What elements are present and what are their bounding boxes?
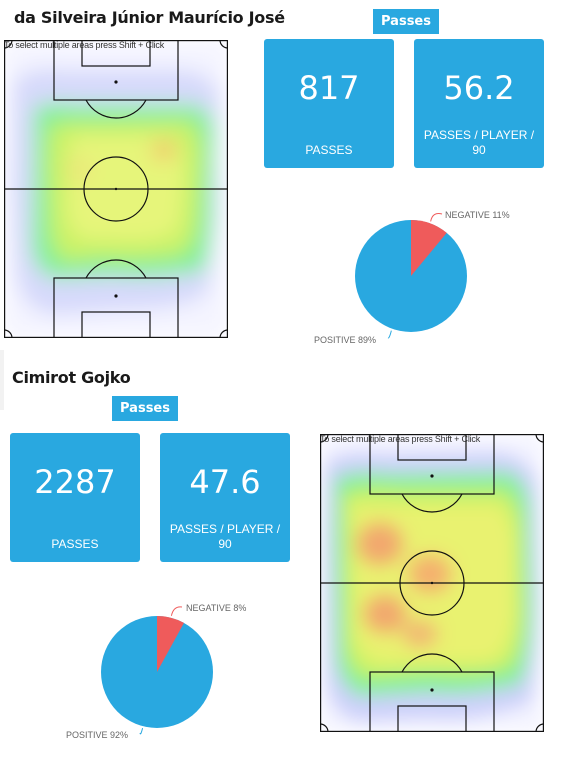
heatmap-pitch[interactable]: To select multiple areas press Shift + C… <box>320 434 544 732</box>
pitch-selection-hint: To select multiple areas press Shift + C… <box>320 434 481 444</box>
passes-label: PASSES <box>305 143 353 157</box>
passes-per-player-card: 47.6 PASSES / PLAYER / 90 <box>160 433 290 562</box>
pie-negative-label: NEGATIVE 11% <box>445 210 510 220</box>
passes-per-player-value: 47.6 <box>189 463 261 501</box>
pie-svg <box>355 213 467 339</box>
passes-card: 2287 PASSES <box>10 433 140 562</box>
pass-outcome-pie[interactable]: NEGATIVE 8% POSITIVE 92% <box>46 596 286 746</box>
player-name: da Silveira Júnior Maurício José <box>14 8 285 27</box>
heatmap-svg <box>320 434 544 732</box>
pie-leader-negative <box>170 606 183 616</box>
passes-value: 817 <box>298 69 360 107</box>
passes-per-player-label: PASSES / PLAYER / 90 <box>423 128 535 157</box>
pie-svg <box>101 606 213 735</box>
player-name: Cimirot Gojko <box>12 368 131 387</box>
passes-value: 2287 <box>34 463 116 501</box>
pie-positive-label: POSITIVE 89% <box>314 335 377 345</box>
section-badge-passes: Passes <box>373 9 439 34</box>
passes-per-player-card: 56.2 PASSES / PLAYER / 90 <box>414 39 544 168</box>
passes-per-player-value: 56.2 <box>443 69 515 107</box>
section-divider <box>0 350 4 410</box>
section-badge-passes: Passes <box>112 396 178 421</box>
pie-positive-label: POSITIVE 92% <box>66 730 129 740</box>
pie-slice-negative[interactable] <box>411 220 447 276</box>
pie-leader-positive <box>387 330 392 339</box>
passes-label: PASSES <box>51 537 99 551</box>
passes-per-player-label: PASSES / PLAYER / 90 <box>169 522 281 551</box>
pass-outcome-pie[interactable]: NEGATIVE 11% POSITIVE 89% <box>300 200 540 350</box>
passes-card: 817 PASSES <box>264 39 394 168</box>
pie-negative-label: NEGATIVE 8% <box>186 603 247 613</box>
pie-leader-positive <box>139 728 144 735</box>
pie-leader-negative <box>430 213 443 222</box>
heatmap-pitch[interactable]: To select multiple areas press Shift + C… <box>4 40 228 338</box>
pitch-selection-hint: To select multiple areas press Shift + C… <box>4 40 165 50</box>
pie-slice-negative[interactable] <box>157 616 184 672</box>
heatmap-svg <box>4 40 228 338</box>
